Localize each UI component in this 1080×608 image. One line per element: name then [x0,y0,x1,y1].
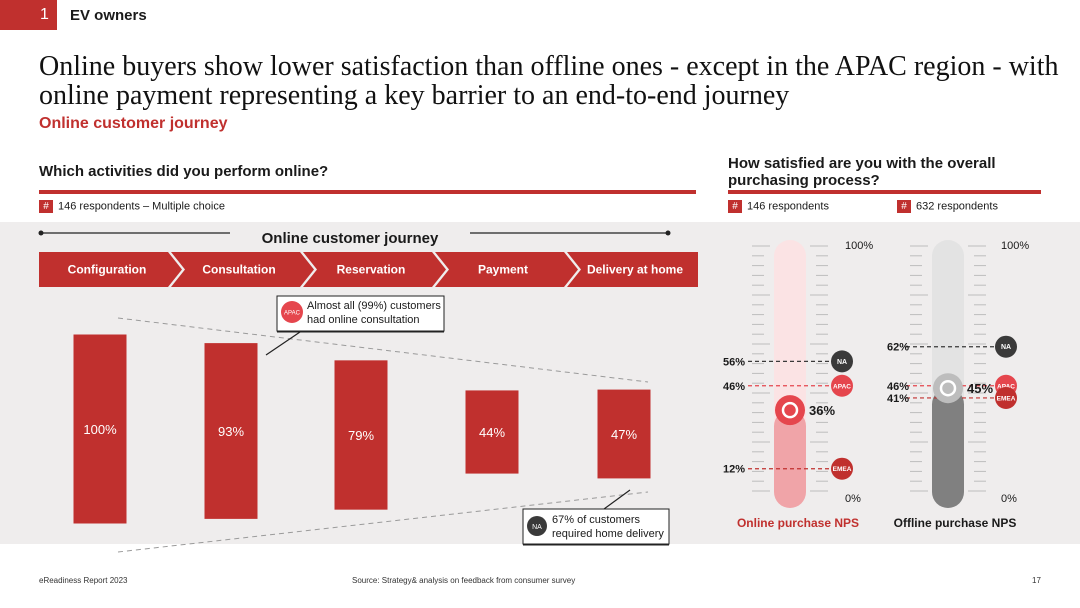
bar-value-label: 44% [479,425,505,440]
journey-step-label: Payment [478,263,528,277]
journey-steps: Configuration Consultation Reservation Paym… [39,252,698,287]
section-number-badge: 1 [0,0,57,30]
gauge-offline-purchase-nps: 100% 0% 62% NA 46% APAC 41% EMEA 45% Offline purc… [887,240,1029,530]
funnel-bottom-line [117,491,649,553]
footer-source: Source: Strategy& analysis on feedback f… [352,576,576,585]
left-respondents-note: #146 respondents – Multiple choice [39,200,225,213]
journey-step-delivery-at-home [567,252,698,287]
left-question-title: Which activities did you perform online? [39,163,329,180]
gauge-title: Online purchase NPS [737,516,859,530]
callout-apac: APAC Almost all (99%) customers had onli… [265,295,445,356]
marker-value-label: 46% [723,381,745,393]
hash-icon: # [728,200,742,213]
left-question-underline [39,190,696,194]
marker-badge-label: NA [837,359,847,366]
marker-badge-emea [995,386,1017,409]
journey-step-reservation [303,252,446,287]
na-badge-icon [527,516,547,536]
journey-step-label: Consultation [202,263,275,277]
callout-na-line1: 67% of customers [552,514,641,526]
page-number: 17 [1032,576,1041,585]
bar-4 [465,390,519,474]
marker-value-label: 56% [723,356,745,368]
svg-text:NA: NA [532,524,542,531]
journey-header: Online customer journey [38,230,671,247]
apac-badge-icon [281,301,303,323]
gauge-max-label: 100% [1001,240,1029,252]
gauge-min-label: 0% [845,493,861,505]
bar-5 [597,389,651,479]
marker-badge-label: EMEA [833,466,852,473]
marker-badge-emea [831,457,853,480]
gauge-title: Offline purchase NPS [894,516,1017,530]
gauge-value-label: 45% [967,381,993,396]
marker-badge-apac [831,374,853,397]
page-title: Online buyers show lower satisfaction th… [39,51,1059,111]
footer-report-name: eReadiness Report 2023 [39,576,128,585]
gauge-min-label: 0% [1001,493,1017,505]
bar-1 [73,334,127,524]
journey-step-consultation [171,252,314,287]
nps-gauges: 100% 0% 56% NA 46% APAC 12% EMEA 36% Online purch… [723,240,1029,530]
online-respondents-note: #146 respondents [728,200,829,213]
gauge-value-label: 36% [809,403,835,418]
right-question-underline [728,190,1041,194]
marker-badge-label: EMEA [997,395,1016,402]
callout-na: NA 67% of customers required home delive… [522,489,670,546]
bar-2 [204,343,258,519]
journey-step-configuration [39,252,182,287]
marker-badge-na [831,350,853,373]
journey-step-label: Configuration [68,263,147,277]
gauge-knob-inner [939,379,957,397]
right-question-title: How satisfied are you with the overall p… [728,155,996,189]
marker-badge-label: NA [1001,344,1011,351]
gauge-fill [774,410,806,508]
bar-value-label: 93% [218,424,244,439]
journey-step-payment [435,252,578,287]
marker-badge-label: APAC [997,383,1015,390]
journey-step-label: Reservation [337,263,406,277]
bar-value-label: 47% [611,427,637,442]
journey-title: Online customer journey [262,230,439,247]
hash-icon: # [897,200,911,213]
hash-icon: # [39,200,53,213]
bar-value-label: 100% [83,422,117,437]
gauge-max-label: 100% [845,240,873,252]
gauge-fill [932,388,964,508]
bar-value-label: 79% [348,428,374,443]
funnel-top-line [117,317,649,383]
bar-3 [334,360,388,510]
gauge-online-purchase-nps: 100% 0% 56% NA 46% APAC 12% EMEA 36% Online purch… [723,240,873,530]
callout-na-line2: required home delivery [552,528,664,540]
page-subtitle: Online customer journey [39,115,228,132]
marker-value-label: 62% [887,342,909,354]
callout-apac-line1: Almost all (99%) customers [307,300,441,312]
marker-value-label: 12% [723,464,745,476]
bar-series: 100% 93% 79% 44% 47% [73,334,651,524]
marker-value-label: 46% [887,381,909,393]
offline-respondents-note: #632 respondents [897,200,998,213]
svg-text:APAC: APAC [284,311,301,317]
section-label: EV owners [70,7,147,24]
marker-badge-label: APAC [833,383,851,390]
marker-badge-na [995,335,1017,358]
gauge-knob-inner [781,401,799,419]
callout-apac-line2: had online consultation [307,314,420,326]
journey-step-label: Delivery at home [587,263,683,277]
marker-value-label: 41% [887,393,909,405]
